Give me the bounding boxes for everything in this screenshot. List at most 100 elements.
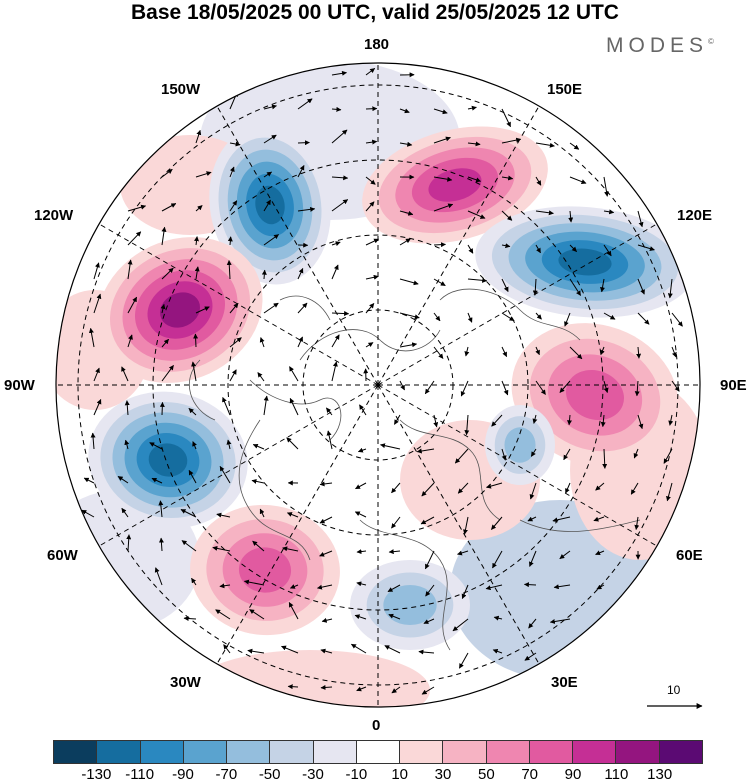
wind-vector — [467, 312, 473, 323]
wind-vector — [501, 278, 509, 293]
wind-vector — [391, 516, 401, 529]
wind-vector — [633, 448, 639, 459]
wind-vector — [524, 652, 537, 661]
wind-vector — [297, 206, 316, 212]
wind-vector — [331, 241, 341, 247]
wind-vector — [399, 141, 413, 147]
wind-vector — [195, 129, 202, 144]
colorbar-swatch — [573, 741, 617, 763]
wind-vector — [523, 582, 537, 588]
wind-vector — [331, 334, 340, 348]
wind-vector — [117, 475, 129, 484]
colorbar-swatch — [529, 741, 574, 763]
wind-vector — [158, 537, 164, 552]
wind-vector — [247, 648, 265, 654]
coastline — [359, 519, 451, 651]
wind-vector — [569, 142, 580, 150]
wind-vector — [219, 583, 231, 589]
lon-label-90e: 90E — [720, 377, 747, 394]
wind-vector — [501, 243, 511, 249]
wind-vector — [263, 395, 269, 416]
wind-vector — [460, 380, 469, 397]
wind-vector — [463, 516, 469, 535]
wind-vector — [593, 516, 605, 522]
coastline — [439, 288, 581, 341]
coastline — [249, 379, 342, 441]
wind-vector — [667, 278, 673, 299]
wind-vector — [532, 414, 538, 424]
lon-label-90w: 90W — [4, 377, 35, 394]
lon-label-0: 0 — [372, 717, 381, 734]
wind-vector — [464, 346, 470, 357]
wind-vector — [535, 346, 540, 356]
wind-vector — [159, 401, 165, 416]
wind-vector — [603, 244, 612, 257]
wind-vector — [354, 614, 367, 620]
wind-vector — [160, 303, 166, 314]
wind-vector — [467, 210, 486, 219]
meridian-line — [377, 384, 544, 672]
colorbar-tick-label: 110 — [604, 766, 629, 783]
wind-vector — [391, 686, 401, 694]
wind-vector — [331, 70, 347, 76]
colorbar-tick-label: -110 — [125, 766, 155, 783]
wind-vector — [564, 312, 571, 327]
wind-vector — [671, 312, 683, 327]
graticule — [56, 63, 700, 707]
wind-vector — [458, 652, 469, 669]
wind-vector — [219, 465, 231, 484]
wind-vector — [600, 278, 605, 293]
wind-vector — [501, 108, 511, 128]
wind-vector — [424, 550, 435, 570]
wind-vector — [454, 448, 469, 464]
wind-vector — [491, 414, 503, 427]
wind-vector — [192, 441, 197, 450]
wind-vector — [320, 648, 333, 654]
wind-vector — [528, 618, 537, 629]
wind-vector — [81, 509, 95, 518]
meridian-line — [377, 98, 544, 386]
wind-vector — [535, 210, 554, 216]
wind-vector — [188, 469, 197, 484]
wind-vector — [668, 414, 674, 426]
colorbar-swatch — [183, 741, 228, 763]
wind-vector — [289, 366, 299, 382]
wind-vector — [384, 645, 401, 654]
lon-label-150w: 150W — [161, 81, 201, 98]
wind-vector — [161, 203, 177, 212]
wind-vector — [637, 210, 644, 228]
wind-vector — [195, 306, 210, 314]
meridian-line — [212, 384, 379, 672]
wind-vector — [501, 312, 515, 322]
wind-vector — [93, 399, 102, 416]
wind-vector — [188, 408, 197, 416]
wind-vector — [501, 380, 509, 396]
wind-vector — [161, 168, 173, 178]
wind-vector — [549, 618, 571, 624]
wind-vector — [183, 616, 197, 621]
lon-label-120e: 120E — [677, 207, 713, 224]
meridian-line — [377, 384, 665, 551]
anomaly-center — [88, 391, 248, 529]
wind-vector — [636, 346, 642, 359]
wind-vector — [297, 98, 313, 110]
wind-vector — [90, 432, 96, 450]
wind-vector — [350, 643, 367, 654]
wind-vector — [433, 414, 439, 428]
wind-vector — [365, 274, 379, 280]
colorbar-tick-label: -30 — [302, 766, 324, 783]
wind-vector — [565, 482, 571, 494]
wind-vector — [127, 259, 133, 280]
wind-vector — [331, 129, 348, 144]
wind-vector — [559, 380, 571, 393]
wind-vector — [263, 234, 280, 246]
wind-vector — [261, 269, 267, 280]
wind-vector — [286, 512, 299, 518]
wind-vector — [603, 176, 610, 197]
wind-vector — [393, 414, 401, 425]
wind-vector — [568, 210, 574, 223]
wind-vector — [492, 550, 503, 569]
wind-vector — [467, 244, 474, 254]
wind-vector — [252, 443, 265, 450]
wind-vector — [229, 302, 239, 314]
